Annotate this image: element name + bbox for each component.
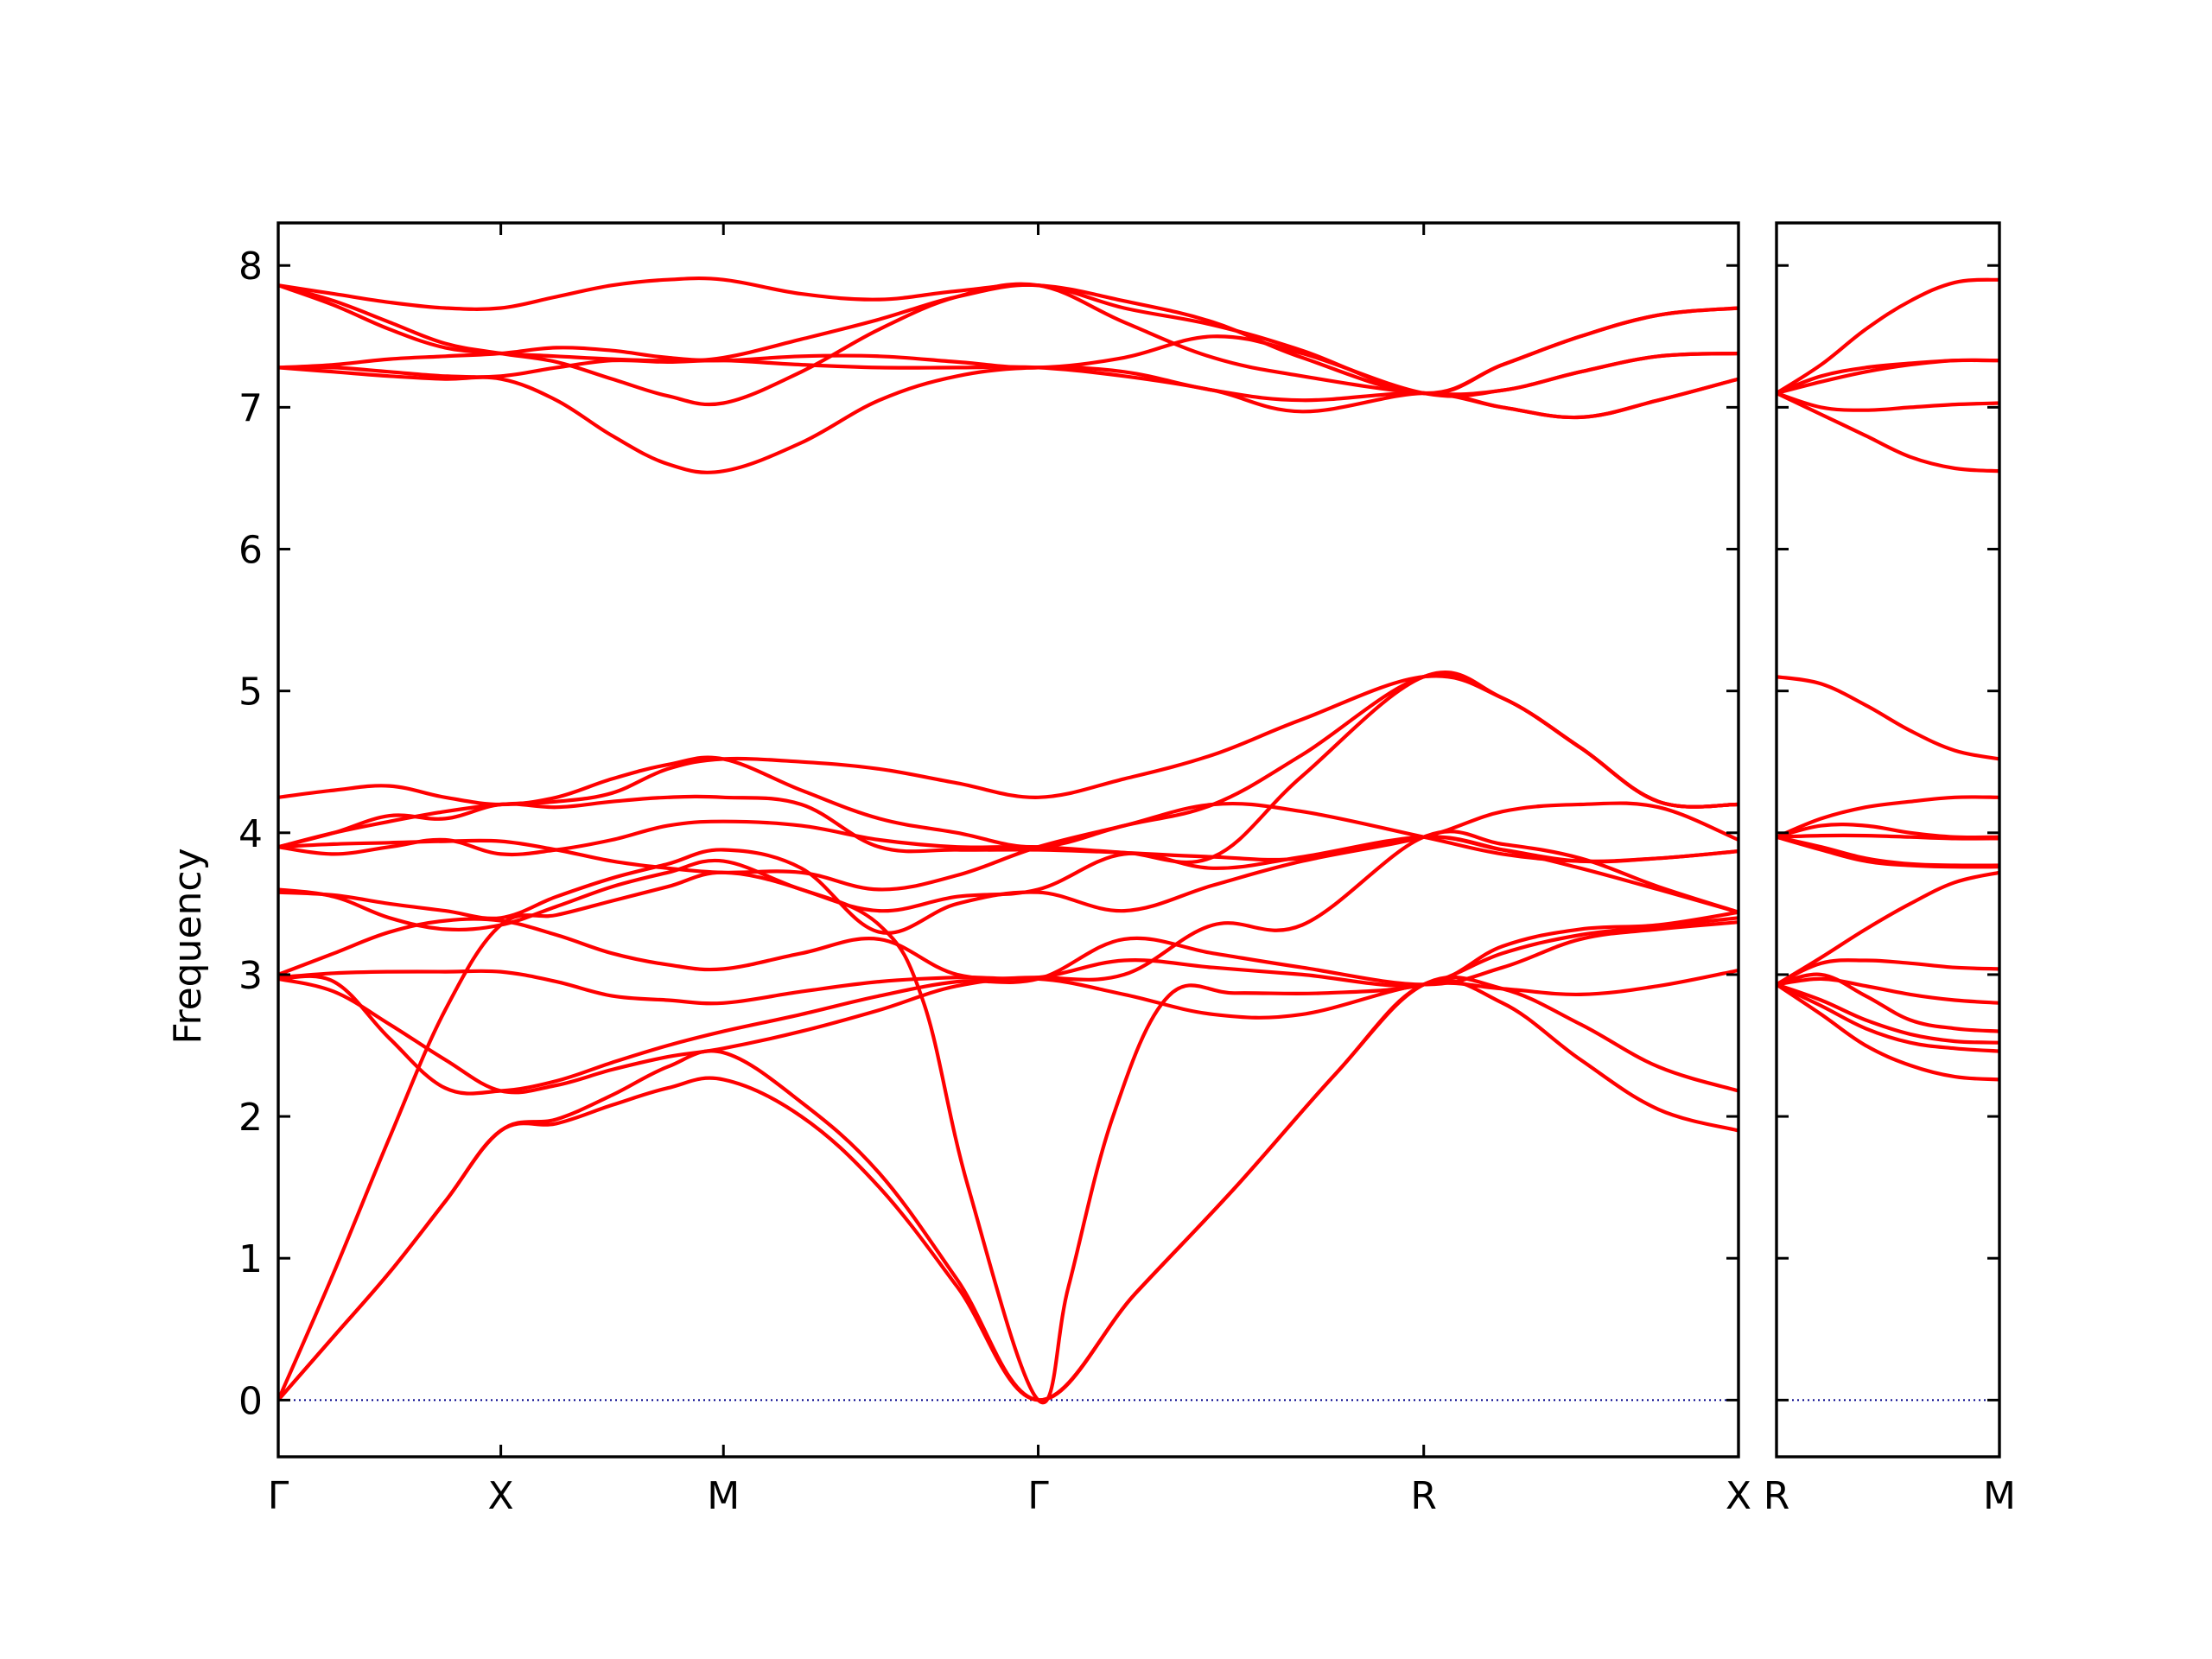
x-tick-label: M: [1983, 1474, 2016, 1518]
x-tick-label: Γ: [268, 1474, 289, 1518]
phonon-band-1-20: [278, 276, 1738, 396]
y-tick-label: 7: [238, 386, 263, 430]
plot-frame: [1775, 221, 2001, 1459]
band-lines: [278, 276, 1738, 1405]
x-tick-label: X: [488, 1474, 514, 1518]
phonon-band-1-10: [278, 801, 1738, 892]
phonon-band-1-14: [278, 674, 1738, 849]
y-tick-label: 0: [238, 1379, 263, 1423]
phonon-band-2-5: [1777, 391, 1999, 474]
x-tick-label: R: [1410, 1474, 1437, 1518]
phonon-band-2-3: [1777, 358, 1999, 396]
y-tick-label: 1: [238, 1237, 263, 1281]
phonon-band-1-16: [278, 358, 1738, 420]
y-tick-label: 6: [238, 529, 263, 573]
y-tick-label: 2: [238, 1096, 263, 1140]
y-axis-label: Frequency: [166, 848, 210, 1044]
phonon-band-2-15: [1777, 972, 1999, 1033]
y-tick-label: 3: [238, 954, 263, 998]
plot-frame: [276, 221, 1740, 1459]
phonon-band-2-9: [1777, 833, 1999, 841]
x-tick-label: M: [707, 1474, 740, 1518]
phonon-band-1-12: [278, 671, 1738, 865]
phonon-band-2-4: [1777, 391, 1999, 412]
phonon-band-2-14: [1777, 976, 1999, 1005]
phonon-band-1-2: [278, 975, 1738, 1402]
phonon-band-1-4: [278, 968, 1738, 1095]
y-tick-label: 5: [238, 671, 263, 715]
phonon-band-1-1: [278, 978, 1738, 1402]
phonon-band-2-6: [1777, 675, 1999, 761]
phonon-band-1-11: [278, 819, 1738, 914]
phonon-band-2-2: [1777, 358, 1999, 396]
phonon-band-2-1: [1777, 277, 1999, 396]
phonon-band-1-5: [278, 920, 1738, 1096]
y-tick-label: 4: [238, 812, 263, 856]
phonon-band-1-15: [278, 365, 1738, 474]
phonon-band-2-16: [1777, 982, 1999, 1045]
phonon-band-2-12: [1777, 870, 1999, 987]
phonon-band-2-10: [1777, 835, 1999, 868]
x-tick-label: X: [1726, 1474, 1751, 1518]
phonon-band-1-13: [278, 671, 1738, 849]
phonon-band-1-6: [278, 910, 1738, 1006]
phonon-band-2-11: [1777, 835, 1999, 869]
band-lines: [1777, 277, 1999, 1082]
phonon-band-2-17: [1777, 982, 1999, 1053]
x-tick-label: R: [1764, 1474, 1790, 1518]
y-tick-label: 8: [238, 245, 263, 289]
phonon-band-2-18: [1777, 982, 1999, 1082]
phonon-band-2-7: [1777, 795, 1999, 839]
x-tick-label: Γ: [1027, 1474, 1049, 1518]
phonon-band-1-3: [278, 870, 1738, 1405]
panel-1: 0 1 2 3 4 5 6 7 8 Γ X M Γ R X: [238, 221, 1751, 1518]
phonon-band-1-8: [278, 801, 1738, 935]
phonon-band-1-18: [278, 282, 1738, 407]
phonon-band-2-13: [1777, 958, 1999, 987]
